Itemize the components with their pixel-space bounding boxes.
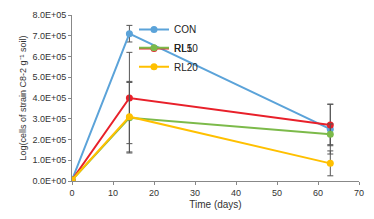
svg-text:RL20: RL20 <box>174 62 198 73</box>
svg-text:40: 40 <box>231 188 241 198</box>
svg-text:10: 10 <box>108 188 118 198</box>
svg-text:20: 20 <box>149 188 159 198</box>
svg-text:50: 50 <box>272 188 282 198</box>
svg-text:70: 70 <box>354 188 364 198</box>
svg-text:CON: CON <box>174 24 196 35</box>
svg-text:3.0E+05: 3.0E+05 <box>32 114 66 124</box>
svg-text:Log(cells of strain C8-2 g⁻¹ s: Log(cells of strain C8-2 g⁻¹ soil) <box>18 35 28 160</box>
svg-text:7.0E+05: 7.0E+05 <box>32 31 66 41</box>
svg-text:5.0E+05: 5.0E+05 <box>32 72 66 82</box>
svg-text:4.0E+05: 4.0E+05 <box>32 93 66 103</box>
svg-text:30: 30 <box>190 188 200 198</box>
svg-text:8.0E+05: 8.0E+05 <box>32 10 66 20</box>
svg-text:Time (days): Time (days) <box>189 199 241 210</box>
svg-text:0: 0 <box>69 188 74 198</box>
svg-text:6.0E+05: 6.0E+05 <box>32 52 66 62</box>
svg-text:RL10: RL10 <box>174 43 198 54</box>
svg-text:1.0E+05: 1.0E+05 <box>32 155 66 165</box>
svg-text:2.0E+05: 2.0E+05 <box>32 135 66 145</box>
svg-text:0.0E+00: 0.0E+00 <box>32 176 66 186</box>
svg-text:60: 60 <box>313 188 323 198</box>
